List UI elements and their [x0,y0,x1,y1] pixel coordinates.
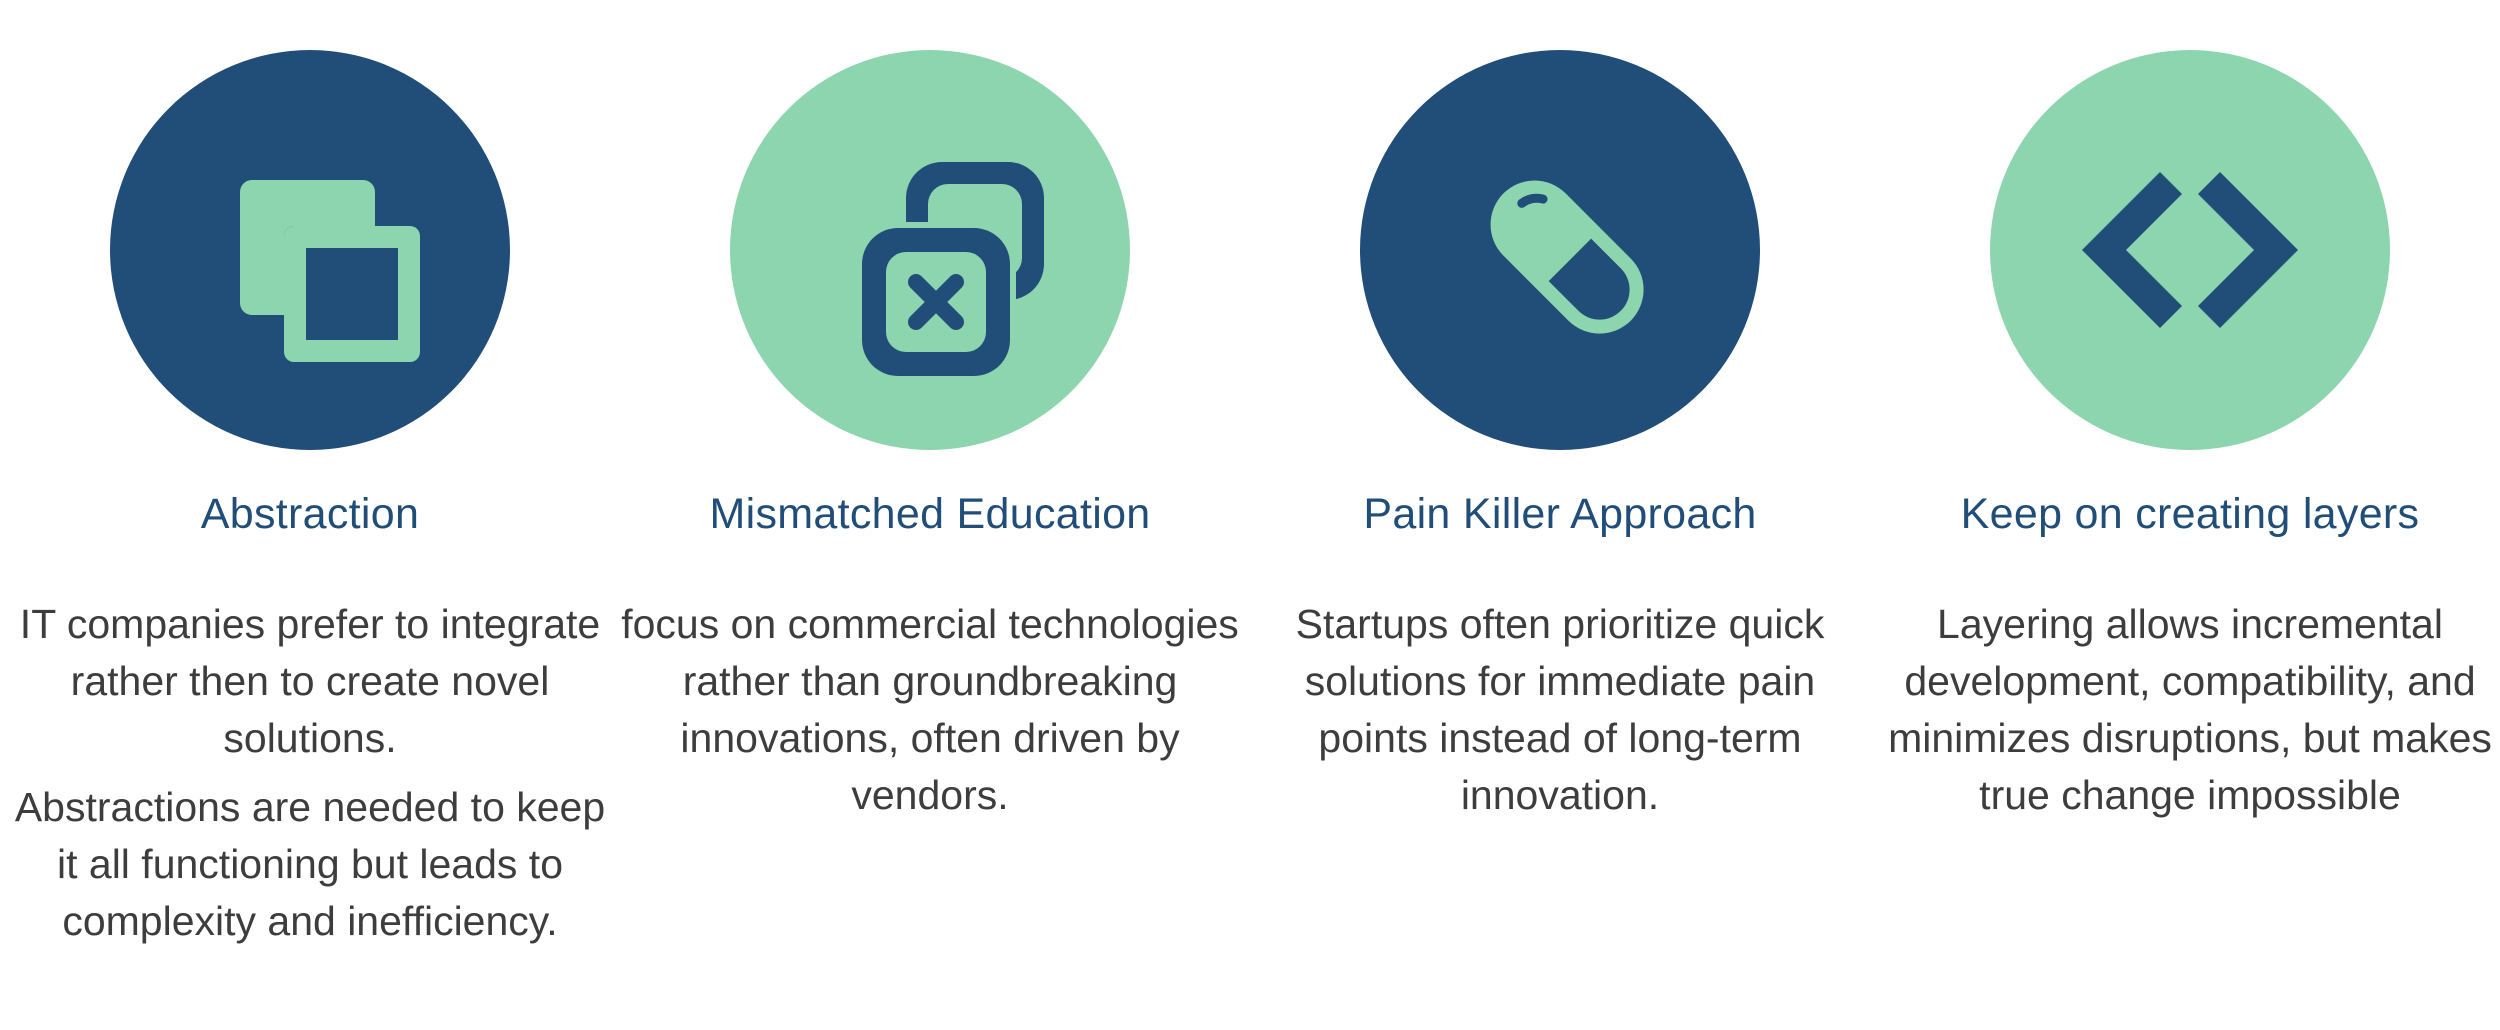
pill-icon [1490,180,1644,334]
keep-layers-icon-circle [1990,50,2390,450]
feature-keep-creating-layers: Keep on creating layers Layering allows … [1880,0,2500,1030]
feature-title: Mismatched Education [709,490,1151,538]
description-paragraph: IT companies prefer to integrate rather … [19,601,601,761]
feature-title: Keep on creating layers [1960,490,2420,538]
feature-description: focus on commercial technologies rather … [620,596,1240,824]
feature-title: Abstraction [200,490,420,538]
mismatched-education-icon-circle [730,50,1130,450]
description-paragraph: focus on commercial technologies rather … [621,601,1239,818]
code-brackets-icon [2082,172,2298,328]
description-paragraph: Abstractions are needed to keep it all f… [14,784,606,944]
description-paragraph: Layering allows incremental development,… [1888,601,2492,818]
feature-description: Layering allows incremental development,… [1880,596,2500,824]
feature-pain-killer-approach: Pain Killer Approach Startups often prio… [1250,0,1870,1030]
pain-killer-icon-circle [1360,50,1760,450]
feature-abstraction: Abstraction IT companies prefer to integ… [0,0,620,1030]
feature-description: Startups often prioritize quick solution… [1250,596,1870,824]
feature-mismatched-education: Mismatched Education focus on commercial… [620,0,1240,1030]
feature-description: IT companies prefer to integrate rather … [0,596,620,950]
stacked-boxes-x-icon [856,162,1044,380]
abstraction-icon-circle [110,50,510,450]
description-paragraph: Startups often prioritize quick solution… [1295,601,1825,818]
layers-squares-icon [240,180,420,362]
feature-title: Pain Killer Approach [1363,490,1757,538]
